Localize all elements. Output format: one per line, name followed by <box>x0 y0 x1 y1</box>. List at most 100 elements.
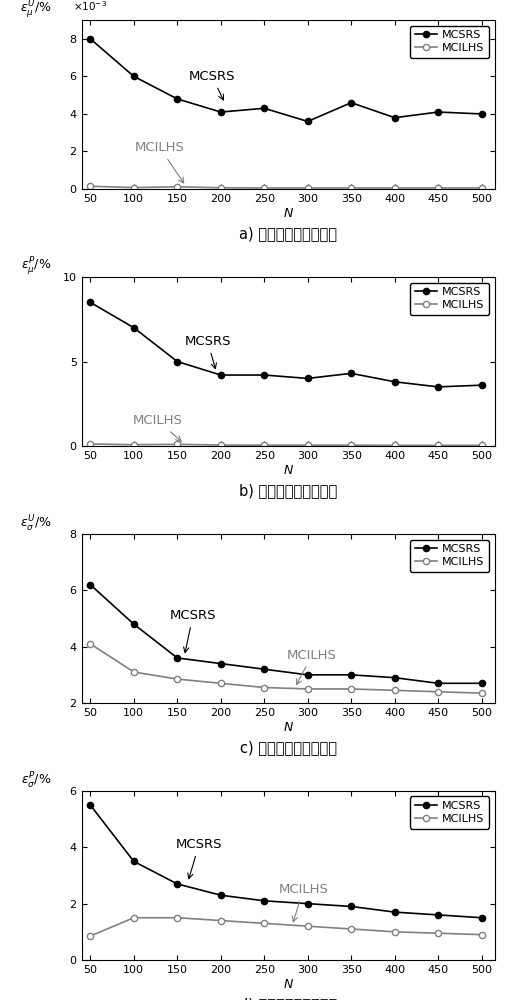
MCILHS <box>391 684 397 696</box>
Y-axis label: $\varepsilon_{\mu}^{U}$/% : $\varepsilon_{\mu}^{U}$/% <box>20 0 52 20</box>
Legend: MCSRS, MCILHS: MCSRS, MCILHS <box>409 26 488 58</box>
MCILHS <box>304 920 310 932</box>
Line: MCSRS: MCSRS <box>87 36 484 125</box>
MCILHS <box>217 439 223 451</box>
Y-axis label: $\varepsilon_{\sigma}^{P}$/% : $\varepsilon_{\sigma}^{P}$/% <box>20 771 51 791</box>
MCSRS <box>348 669 354 681</box>
Legend: MCSRS, MCILHS: MCSRS, MCILHS <box>409 796 488 829</box>
Line: MCSRS: MCSRS <box>87 299 484 390</box>
MCSRS <box>174 652 180 664</box>
MCILHS <box>174 438 180 450</box>
MCILHS <box>434 182 440 194</box>
MCSRS <box>391 376 397 388</box>
Legend: MCSRS, MCILHS: MCSRS, MCILHS <box>409 283 488 315</box>
MCILHS <box>87 438 93 450</box>
MCILHS <box>261 182 267 194</box>
MCSRS <box>391 112 397 124</box>
MCILHS <box>477 687 484 699</box>
MCSRS <box>217 106 223 118</box>
MCILHS <box>348 439 354 451</box>
Text: c) 电压标准差误差指标: c) 电压标准差误差指标 <box>239 740 336 755</box>
MCILHS <box>130 182 136 194</box>
MCSRS <box>130 855 136 867</box>
MCILHS <box>391 439 397 451</box>
MCILHS <box>87 638 93 650</box>
MCILHS <box>217 915 223 927</box>
MCSRS <box>434 677 440 689</box>
Text: MCSRS: MCSRS <box>176 838 222 879</box>
MCSRS <box>174 93 180 105</box>
MCILHS <box>261 682 267 694</box>
MCILHS <box>477 182 484 194</box>
MCSRS <box>304 669 310 681</box>
MCSRS <box>477 912 484 924</box>
MCSRS <box>261 663 267 675</box>
MCILHS <box>174 181 180 193</box>
MCILHS <box>174 673 180 685</box>
Legend: MCSRS, MCILHS: MCSRS, MCILHS <box>409 540 488 572</box>
Line: MCILHS: MCILHS <box>87 641 484 696</box>
Text: d) 功率标准差误差指标: d) 功率标准差误差指标 <box>239 997 336 1000</box>
MCILHS <box>477 439 484 451</box>
MCILHS <box>391 926 397 938</box>
Line: MCSRS: MCSRS <box>87 802 484 921</box>
Line: MCILHS: MCILHS <box>87 441 484 448</box>
MCSRS <box>391 672 397 684</box>
X-axis label: $N$: $N$ <box>282 721 293 734</box>
MCILHS <box>348 683 354 695</box>
MCSRS <box>261 895 267 907</box>
MCILHS <box>348 923 354 935</box>
MCSRS <box>130 70 136 82</box>
MCILHS <box>348 182 354 194</box>
MCILHS <box>174 912 180 924</box>
MCILHS <box>261 917 267 929</box>
MCSRS <box>174 356 180 368</box>
Text: a) 电压平均値误差指标: a) 电压平均値误差指标 <box>239 226 336 241</box>
MCILHS <box>304 439 310 451</box>
MCILHS <box>477 929 484 941</box>
MCSRS <box>348 900 354 912</box>
MCSRS <box>87 579 93 591</box>
MCILHS <box>304 683 310 695</box>
Text: MCILHS: MCILHS <box>278 883 328 922</box>
MCILHS <box>391 182 397 194</box>
MCILHS <box>434 927 440 939</box>
MCSRS <box>477 379 484 391</box>
MCSRS <box>174 878 180 890</box>
X-axis label: $N$: $N$ <box>282 207 293 220</box>
Text: MCSRS: MCSRS <box>188 70 235 100</box>
Text: b) 功率平均値误差指标: b) 功率平均値误差指标 <box>239 483 336 498</box>
MCSRS <box>348 367 354 379</box>
MCSRS <box>434 909 440 921</box>
Text: MCILHS: MCILHS <box>135 141 184 183</box>
MCSRS <box>477 108 484 120</box>
MCSRS <box>434 106 440 118</box>
MCILHS <box>434 439 440 451</box>
MCILHS <box>87 930 93 942</box>
MCSRS <box>477 677 484 689</box>
Y-axis label: $\varepsilon_{\sigma}^{U}$/% : $\varepsilon_{\sigma}^{U}$/% <box>20 514 52 534</box>
MCSRS <box>304 115 310 127</box>
Text: MCSRS: MCSRS <box>184 335 231 369</box>
MCILHS <box>434 686 440 698</box>
MCSRS <box>217 658 223 670</box>
MCSRS <box>261 102 267 114</box>
MCSRS <box>87 799 93 811</box>
Y-axis label: $\varepsilon_{\mu}^{P}$/% : $\varepsilon_{\mu}^{P}$/% <box>20 255 51 277</box>
Text: MCILHS: MCILHS <box>133 414 183 441</box>
MCILHS <box>130 439 136 451</box>
MCILHS <box>130 912 136 924</box>
MCSRS <box>304 372 310 384</box>
Line: MCILHS: MCILHS <box>87 183 484 191</box>
MCSRS <box>130 618 136 630</box>
Text: $\times 10^{-3}$: $\times 10^{-3}$ <box>73 0 107 13</box>
MCILHS <box>87 180 93 192</box>
X-axis label: $N$: $N$ <box>282 464 293 477</box>
MCSRS <box>217 369 223 381</box>
Text: MCILHS: MCILHS <box>287 649 336 685</box>
MCSRS <box>87 33 93 45</box>
Line: MCILHS: MCILHS <box>87 915 484 939</box>
MCILHS <box>261 439 267 451</box>
MCILHS <box>217 182 223 194</box>
Line: MCSRS: MCSRS <box>87 582 484 686</box>
